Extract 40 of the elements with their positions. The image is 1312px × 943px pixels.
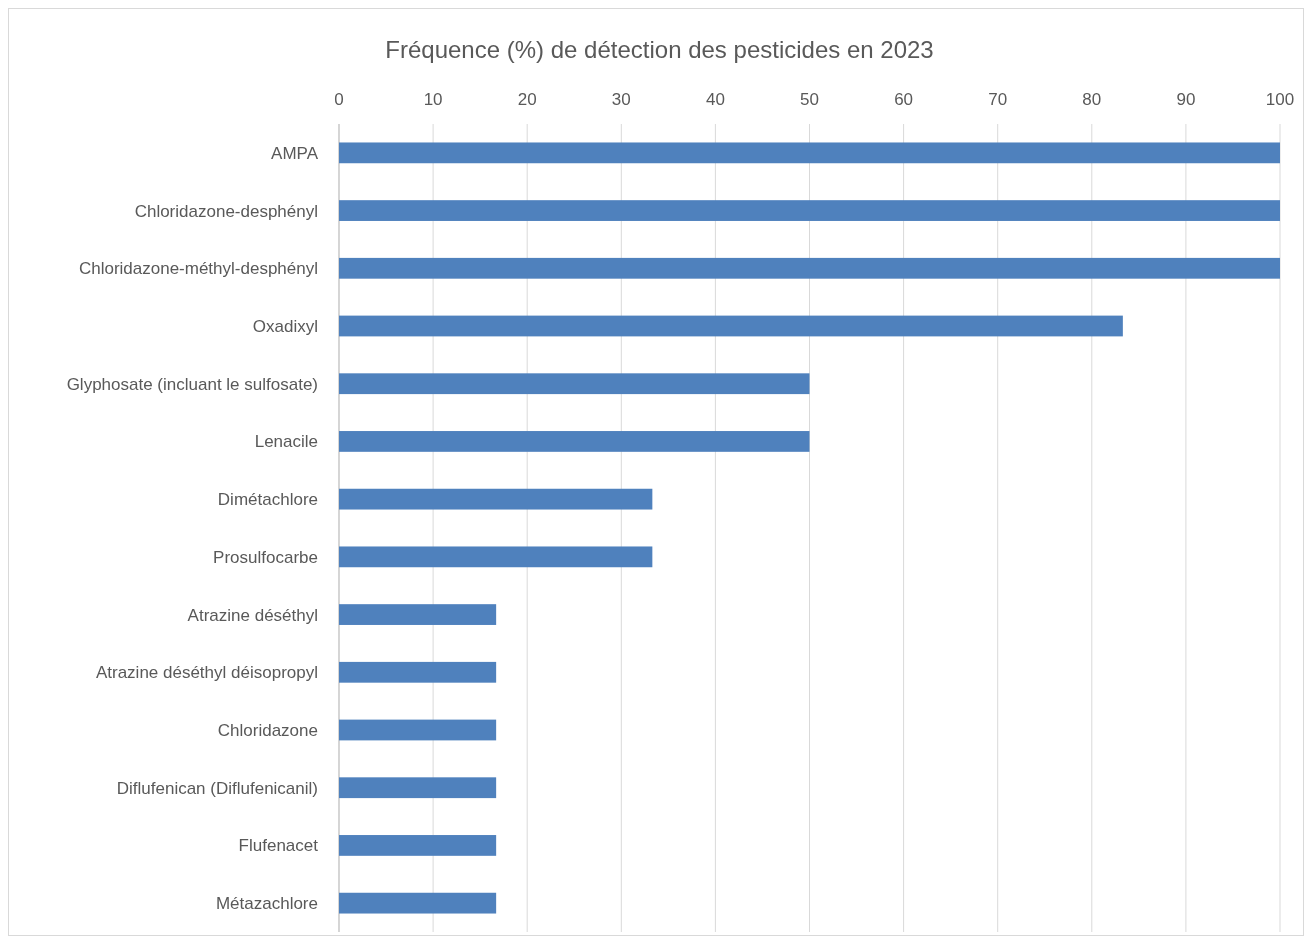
- bar: [339, 892, 497, 914]
- y-tick-label: Dimétachlore: [217, 490, 318, 510]
- bar: [339, 431, 810, 452]
- y-tick-label: Chloridazone-desphényl: [134, 201, 318, 221]
- bar: [339, 257, 1280, 279]
- x-tick-label: 20: [517, 90, 537, 109]
- bar: [339, 488, 653, 510]
- bar: [339, 315, 1123, 337]
- y-tick-label: Flufenacet: [238, 836, 319, 856]
- y-tick-label: Atrazine déséthyl déisopropyl: [95, 663, 318, 683]
- bar: [339, 835, 497, 856]
- bar: [339, 546, 653, 568]
- bar: [339, 142, 1280, 164]
- x-tick-label: 70: [988, 90, 1008, 109]
- chart-title: Fréquence (%) de détection des pesticides en 2023: [385, 36, 934, 63]
- y-tick-label: Lenacile: [254, 432, 318, 452]
- y-tick-label: Chloridazone: [217, 720, 318, 740]
- bar: [339, 777, 497, 799]
- y-tick-label: Diflufenican (Diflufenicanil): [116, 778, 318, 798]
- y-tick-label: Prosulfocarbe: [213, 547, 318, 567]
- x-tick-label: 60: [894, 90, 914, 109]
- x-tick-label: 80: [1082, 90, 1102, 109]
- y-tick-label: Atrazine déséthyl: [187, 605, 318, 625]
- y-tick-label: Métazachlore: [215, 894, 318, 914]
- bar: [339, 604, 497, 625]
- y-tick-label: Oxadixyl: [252, 316, 318, 336]
- x-tick-label: 30: [611, 90, 631, 109]
- bar: [339, 661, 497, 683]
- x-tick-label: 10: [423, 90, 443, 109]
- y-tick-label: Chloridazone-méthyl-desphényl: [78, 259, 318, 279]
- bar: [339, 719, 497, 741]
- y-tick-label: AMPA: [271, 143, 319, 163]
- x-tick-label: 40: [705, 90, 725, 109]
- x-tick-label: 100: [1265, 90, 1295, 109]
- bar: [339, 200, 1280, 221]
- bar: [339, 373, 810, 395]
- x-tick-label: 50: [800, 90, 819, 109]
- x-tick-label: 0: [334, 90, 344, 109]
- x-tick-label: 90: [1176, 90, 1196, 109]
- y-tick-label: Glyphosate (incluant le sulfosate): [66, 374, 318, 394]
